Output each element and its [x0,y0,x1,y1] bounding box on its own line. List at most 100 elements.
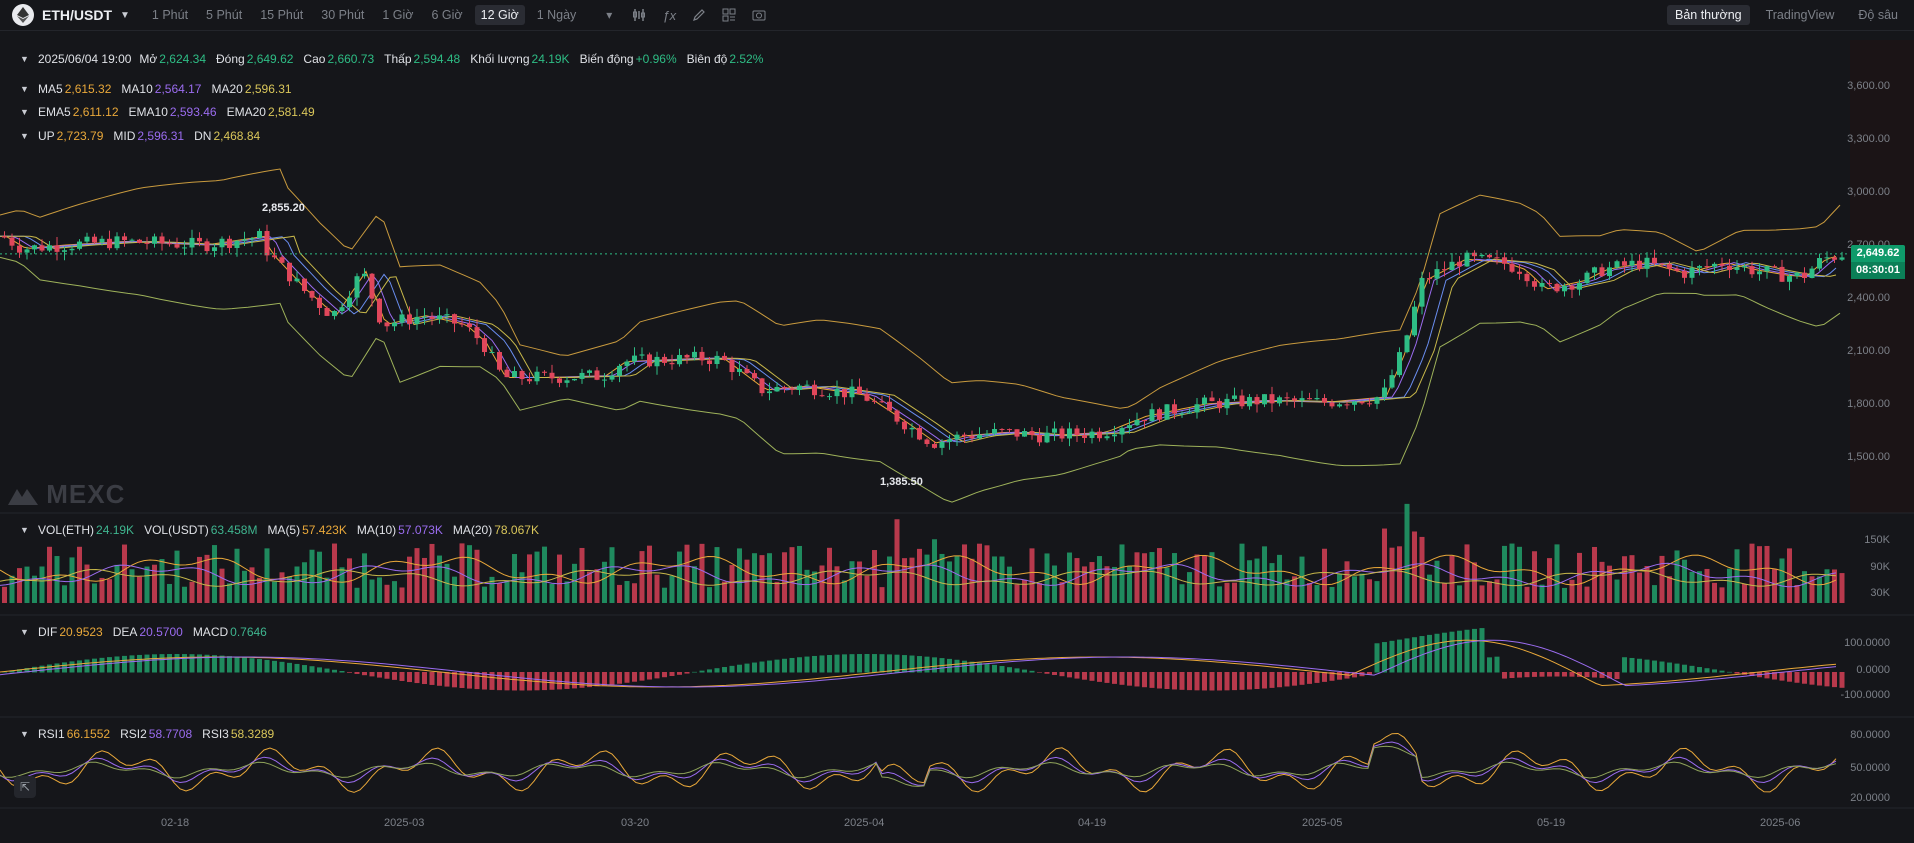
date-axis-label: 2025-03 [384,817,425,829]
candle-body [887,401,892,411]
volume-bar [294,566,300,603]
volume-bar [1757,546,1762,603]
macd-bar [1232,672,1237,691]
macd-bar [152,654,157,673]
macd-bar [1119,672,1125,685]
candle-body [759,378,765,394]
candle-body [152,236,157,244]
candle-body [1232,395,1237,399]
macd-bar [1014,668,1020,673]
macd-bar [1479,628,1485,673]
volume-bar [602,561,607,603]
volume-bar [1539,584,1545,603]
rsi2-value: 58.7708 [148,727,193,741]
candle-body [999,429,1005,431]
price-axis-label: 3,000.00 [1847,186,1890,198]
pencil-icon[interactable] [690,6,708,24]
tf-12h[interactable]: 12 Giờ [474,5,525,25]
date-axis-label: 2025-06 [1760,817,1801,829]
volume-bar [519,572,525,603]
candle-body [1224,398,1230,409]
macd-bar [1067,672,1072,678]
chevron-down-icon[interactable]: ▼ [20,131,29,141]
dea-value: 20.5700 [139,625,183,639]
volume-bar [737,548,742,603]
tf-6h[interactable]: 6 Giờ [431,8,463,22]
candle-body [1059,428,1065,439]
high-label: Cao [303,52,326,66]
volume-bar [77,546,82,603]
tf-30m[interactable]: 30 Phút [321,8,365,22]
rsi-axis-label: 20.0000 [1850,792,1890,804]
candle-body [714,355,720,365]
macd-bar [1472,628,1477,673]
chevron-down-icon[interactable]: ▼ [20,54,29,64]
volume-bar [1607,565,1612,603]
tf-1m[interactable]: 1 Phút [151,8,189,22]
formula-icon[interactable]: ƒx [662,7,677,23]
camera-icon[interactable] [750,6,768,24]
macd-bar [1674,663,1680,673]
view-depth[interactable]: Độ sâu [1858,8,1898,22]
macd-bar [1247,672,1252,690]
chevron-down-icon[interactable]: ▾ [606,8,613,22]
macd-bar [1697,667,1702,673]
candle-body [1434,269,1440,279]
watermark-text: MEXC [46,479,126,509]
layout-grid-icon[interactable] [720,6,738,24]
volume-bar [9,575,15,603]
chevron-down-icon[interactable]: ▼ [20,107,29,117]
volume-bar [1517,546,1522,603]
volume-bar [39,566,45,603]
macd-bar [369,672,375,677]
macd-bar [257,659,262,673]
volume-bar [1749,543,1755,603]
candle-body [182,247,187,249]
candle-body [1104,436,1110,439]
tf-1d[interactable]: 1 Ngày [536,8,577,22]
candle-body [332,310,337,316]
ma-info-row: ▼ MA5 2,615.32 MA10 2,564.17 MA20 2,596.… [0,80,302,98]
macd-bar [1352,672,1357,678]
exit-fullscreen-icon[interactable]: ⇱ [14,776,36,798]
indicator-line [0,562,1837,588]
candle-body [534,371,540,382]
macd-bar [1539,672,1545,677]
ema10-label: EMA10 [128,105,168,119]
candle-body [1532,281,1537,287]
macd-bar [1607,672,1612,679]
candle-body [1449,261,1455,271]
macd-bar [1374,643,1380,673]
macd-bar [1187,672,1192,691]
volume-bar [1839,573,1845,603]
indicator-icon[interactable] [630,6,648,24]
view-standard[interactable]: Bản thường [1666,5,1750,25]
tf-5m[interactable]: 5 Phút [206,8,243,22]
ema10-value: 2,593.46 [169,105,217,119]
price-axis-label: 3,300.00 [1847,133,1890,145]
chevron-down-icon[interactable]: ▼ [20,84,29,94]
macd-bar [317,667,322,673]
chevron-down-icon[interactable]: ▼ [20,627,29,637]
caret-down-icon[interactable]: ▼ [120,9,130,21]
pair-selector[interactable]: ETH/USDT ▼ [12,4,130,26]
volume-bar [1457,585,1462,603]
candle-body [1704,266,1710,268]
candle-body [1509,263,1515,272]
candle-body [744,369,750,374]
candle-body [17,245,22,253]
chevron-down-icon[interactable]: ▼ [20,525,29,535]
chevron-down-icon[interactable]: ▼ [20,729,29,739]
volume-bar [969,558,975,603]
tf-15m[interactable]: 15 Phút [260,8,304,22]
candle-body [834,389,840,397]
tf-1h[interactable]: 1 Giờ [382,8,414,22]
view-tradingview[interactable]: TradingView [1765,8,1835,22]
volume-bar [47,546,52,603]
candle-body [474,327,480,339]
macd-axis-label: 0.0000 [1856,664,1890,676]
candle-body [1802,272,1807,279]
macd-bar [1659,661,1665,673]
chart-canvas[interactable] [0,30,1914,843]
macd-bar [1734,672,1740,674]
